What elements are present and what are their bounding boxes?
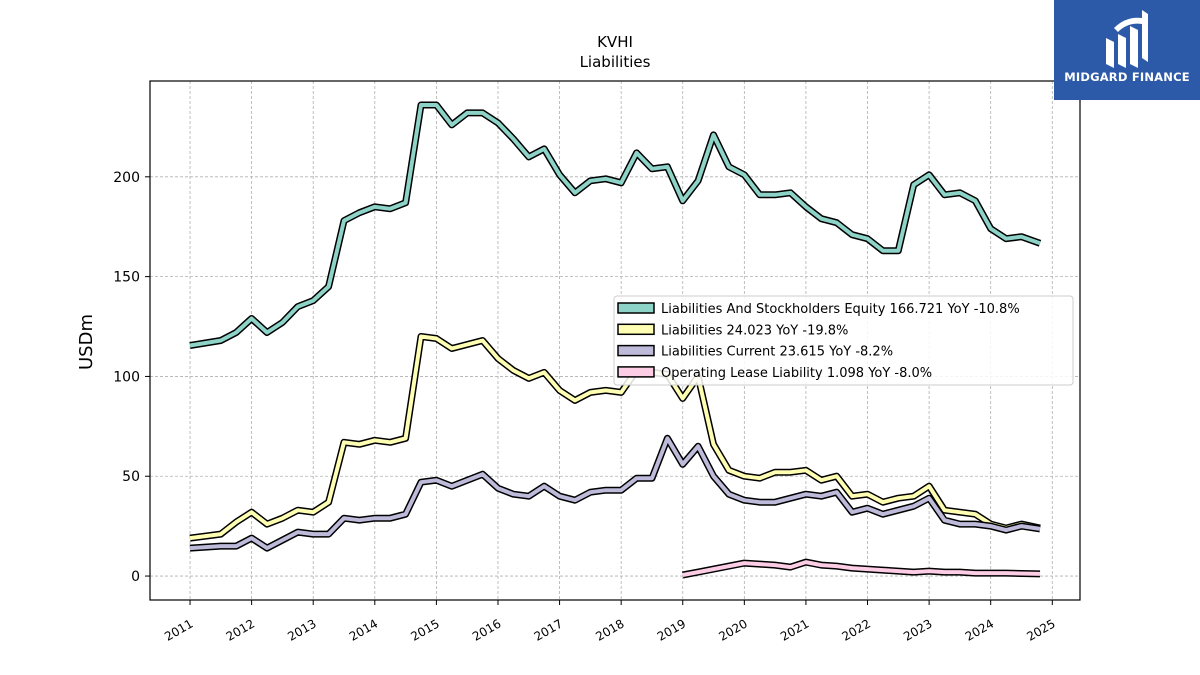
legend-box bbox=[613, 295, 1074, 386]
series-line-liabilities-and-stockholders-equity bbox=[189, 103, 1041, 348]
legend-swatch bbox=[617, 344, 655, 357]
legend-label: Liabilities 24.023 YoY -19.8% bbox=[661, 323, 848, 338]
x-tick-label: 2011 bbox=[162, 616, 195, 643]
series-layer bbox=[189, 101, 1042, 579]
grid bbox=[150, 81, 1080, 600]
plot-frame bbox=[149, 80, 1081, 601]
x-tick-label: 2022 bbox=[840, 616, 873, 643]
x-tick-label: 2024 bbox=[963, 616, 996, 643]
midgard-logo-icon bbox=[1106, 10, 1148, 68]
legend-swatch bbox=[617, 302, 655, 314]
brand-name: MIDGARD FINANCE bbox=[1064, 70, 1190, 84]
x-tick-label: 2019 bbox=[655, 616, 688, 643]
series-line-operating-lease-liability bbox=[682, 560, 1041, 577]
legend-swatch bbox=[617, 366, 655, 378]
x-tick-label: 2014 bbox=[347, 616, 380, 643]
legend-swatch bbox=[617, 323, 655, 336]
x-tick-label: 2016 bbox=[470, 616, 503, 643]
x-tick-label: 2017 bbox=[532, 616, 565, 643]
series-line-liabilities bbox=[189, 334, 1041, 541]
legend-label: Liabilities Current 23.615 YoY -8.2% bbox=[661, 345, 893, 360]
x-tick-label: 2012 bbox=[224, 616, 257, 643]
brand-logo: MIDGARD FINANCE bbox=[1054, 0, 1200, 100]
x-tick-label: 2021 bbox=[778, 616, 811, 643]
chart-title: KVHI bbox=[597, 33, 633, 51]
y-tick-label: 0 bbox=[131, 569, 140, 585]
legend-label: Operating Lease Liability 1.098 YoY -8.0… bbox=[661, 366, 932, 381]
chart-subtitle: Liabilities bbox=[580, 53, 651, 71]
y-tick-label: 50 bbox=[122, 469, 140, 485]
x-tick-label: 2020 bbox=[716, 616, 749, 643]
legend-label: Liabilities And Stockholders Equity 166.… bbox=[661, 302, 1020, 317]
legend: Liabilities And Stockholders Equity 166.… bbox=[613, 295, 1074, 386]
x-tick-label: 2025 bbox=[1024, 616, 1057, 643]
x-tick-label: 2023 bbox=[901, 616, 934, 643]
y-tick-label: 100 bbox=[113, 369, 140, 385]
series-line-liabilities-current bbox=[189, 436, 1041, 551]
x-tick-label: 2015 bbox=[408, 616, 441, 643]
y-tick-label: 200 bbox=[113, 170, 140, 186]
x-tick-label: 2013 bbox=[285, 616, 318, 643]
x-tick-label: 2018 bbox=[593, 616, 626, 643]
y-tick-label: 150 bbox=[113, 270, 140, 286]
y-axis-label: USDm bbox=[76, 314, 97, 370]
